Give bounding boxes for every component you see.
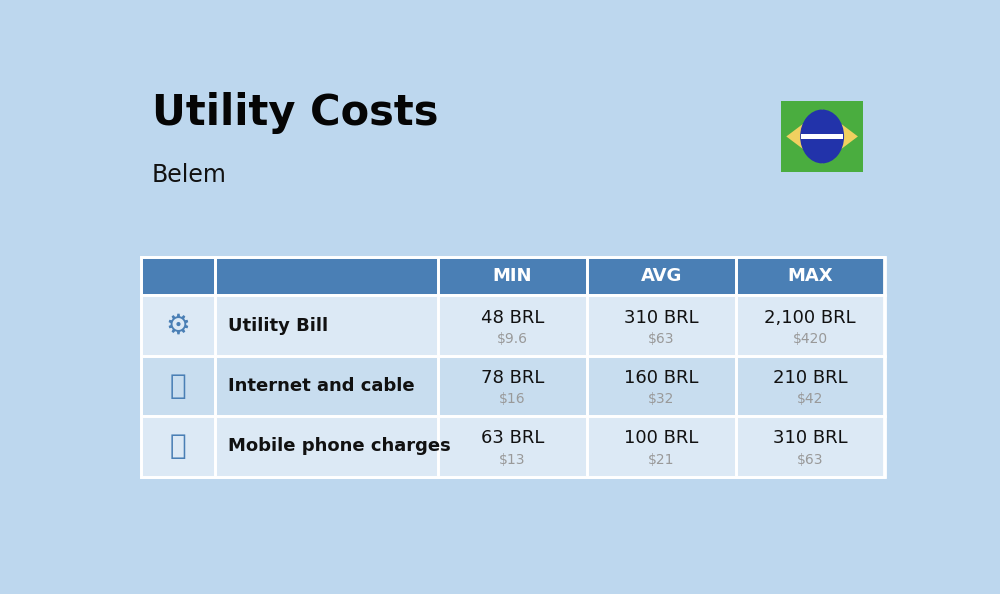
Bar — [736, 257, 884, 295]
Bar — [438, 356, 587, 416]
Bar — [140, 356, 215, 416]
Bar — [736, 416, 884, 476]
Text: ⚙: ⚙ — [165, 312, 190, 340]
Ellipse shape — [800, 109, 844, 163]
Text: $16: $16 — [499, 392, 526, 406]
Text: Belem: Belem — [152, 163, 227, 187]
Text: MAX: MAX — [787, 267, 833, 285]
Text: AVG: AVG — [641, 267, 682, 285]
Text: $42: $42 — [797, 392, 823, 406]
Text: 160 BRL: 160 BRL — [624, 369, 699, 387]
Bar — [215, 295, 438, 356]
Text: 310 BRL: 310 BRL — [773, 429, 847, 447]
Text: 210 BRL: 210 BRL — [773, 369, 847, 387]
Text: 310 BRL: 310 BRL — [624, 309, 699, 327]
Text: Mobile phone charges: Mobile phone charges — [228, 437, 451, 456]
Bar — [587, 356, 736, 416]
Bar — [140, 295, 215, 356]
Bar — [587, 295, 736, 356]
Bar — [140, 356, 885, 416]
Text: $21: $21 — [648, 453, 675, 467]
Text: MIN: MIN — [493, 267, 532, 285]
Text: $13: $13 — [499, 453, 526, 467]
Bar — [587, 416, 736, 476]
Bar — [215, 356, 438, 416]
Text: $63: $63 — [797, 453, 823, 467]
Bar — [438, 295, 587, 356]
Text: 78 BRL: 78 BRL — [481, 369, 544, 387]
Bar — [140, 416, 215, 476]
Bar — [144, 421, 211, 472]
Text: $9.6: $9.6 — [497, 332, 528, 346]
Bar — [144, 361, 211, 411]
Bar — [736, 356, 884, 416]
Polygon shape — [786, 109, 858, 163]
Bar — [215, 257, 438, 295]
Text: 100 BRL: 100 BRL — [624, 429, 698, 447]
Text: $32: $32 — [648, 392, 674, 406]
Bar — [587, 257, 736, 295]
Bar — [140, 257, 215, 295]
Bar — [215, 416, 438, 476]
Text: $420: $420 — [793, 332, 828, 346]
Text: 63 BRL: 63 BRL — [481, 429, 544, 447]
Bar — [438, 416, 587, 476]
Text: $63: $63 — [648, 332, 675, 346]
Text: Utility Costs: Utility Costs — [152, 92, 439, 134]
Bar — [140, 295, 885, 356]
Text: 📶: 📶 — [169, 372, 186, 400]
Bar — [438, 257, 587, 295]
Text: Internet and cable: Internet and cable — [228, 377, 415, 395]
Bar — [736, 295, 884, 356]
Text: Utility Bill: Utility Bill — [228, 317, 328, 334]
Bar — [144, 300, 211, 351]
Bar — [140, 416, 885, 476]
FancyBboxPatch shape — [801, 134, 843, 139]
Bar — [140, 257, 885, 295]
Text: 48 BRL: 48 BRL — [481, 309, 544, 327]
Text: 2,100 BRL: 2,100 BRL — [764, 309, 856, 327]
Text: 📱: 📱 — [169, 432, 186, 460]
FancyBboxPatch shape — [781, 101, 863, 172]
